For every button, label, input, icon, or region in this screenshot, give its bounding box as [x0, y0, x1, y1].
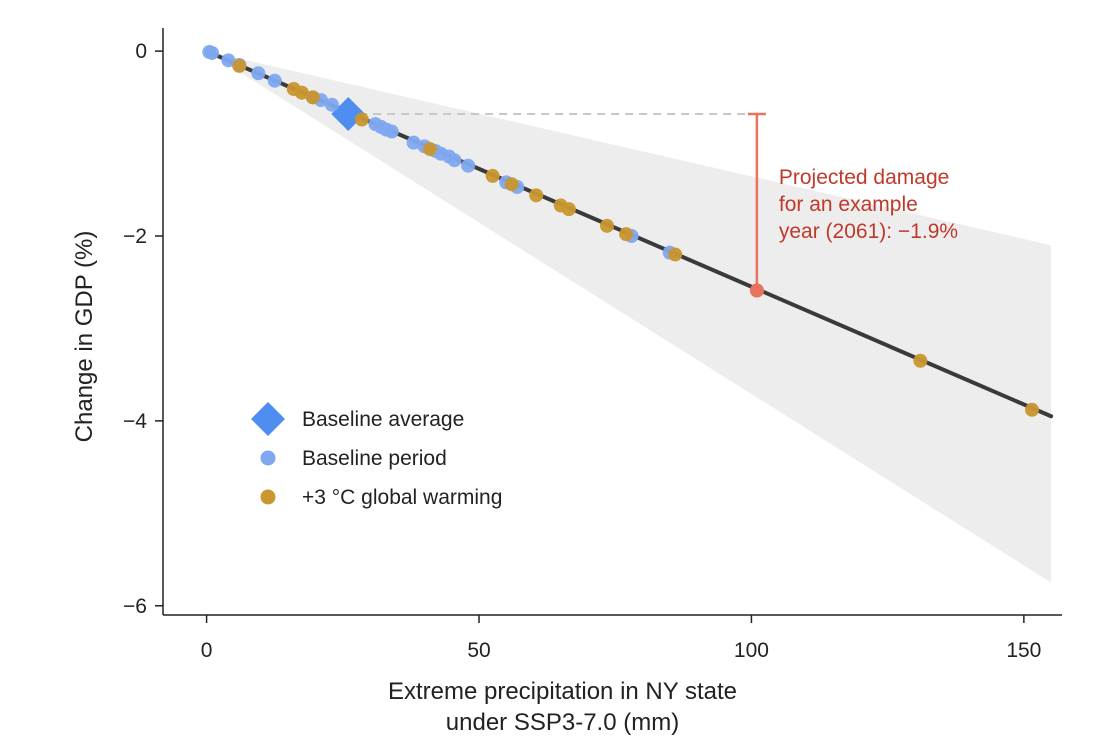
legend-item: Baseline average: [251, 402, 464, 436]
baseline-period-point: [251, 66, 266, 81]
x-tick-label: 0: [201, 639, 213, 662]
y-tick-label: −2: [123, 225, 147, 248]
baseline-period-point: [221, 53, 236, 68]
legend: Baseline average Baseline period +3 °C glo…: [251, 402, 502, 509]
x-axis-title: under SSP3-7.0 (mm): [446, 709, 679, 736]
y-tick-label: 0: [135, 40, 147, 63]
warming-point: [305, 90, 320, 105]
x-axis-title: Extreme precipitation in NY state: [388, 678, 737, 705]
baseline-period-point: [406, 135, 421, 150]
warming-point: [504, 177, 519, 192]
warming-point: [913, 353, 928, 368]
baseline-period-point: [205, 45, 220, 60]
warming-point: [422, 142, 437, 157]
baseline-period-point: [324, 97, 339, 112]
baseline-period-point: [461, 158, 476, 173]
legend-label: +3 °C global warming: [302, 486, 502, 509]
y-axis-title: Change in GDP (%): [71, 231, 98, 443]
warming-point: [294, 85, 309, 100]
warming-point: [600, 218, 615, 233]
annotation-text-line: year (2061): −1.9%: [779, 220, 958, 243]
y-tick-label: −6: [123, 595, 147, 618]
confidence-band: [206, 51, 1052, 583]
annotation-text-line: for an example: [779, 193, 918, 216]
warming-point: [232, 58, 247, 73]
legend-diamond-marker: [251, 402, 285, 436]
legend-circle-marker: [260, 489, 276, 505]
legend-circle-marker: [260, 450, 276, 466]
x-tick-label: 100: [734, 639, 769, 662]
data-points-layer: [202, 45, 1040, 417]
annotation-layer: Projected damage for an example year (2061…: [359, 112, 958, 291]
confidence-band-layer: [206, 51, 1052, 583]
x-tick-label: 50: [467, 639, 490, 662]
axes-layer: 0 −2 −4 −6 0 50 100 150 Extreme precipitation in…: [71, 28, 1062, 736]
baseline-period-point: [447, 153, 462, 168]
legend-item: +3 °C global warming: [260, 486, 502, 509]
baseline-period-point: [384, 124, 399, 139]
legend-item: Baseline period: [260, 447, 447, 470]
series-1: [202, 45, 677, 260]
x-tick-label: 150: [1006, 639, 1041, 662]
baseline-period-point: [267, 73, 282, 88]
warming-point: [354, 112, 369, 127]
warming-point: [529, 188, 544, 203]
warming-point: [485, 168, 500, 183]
warming-point: [1025, 402, 1040, 417]
warming-point: [561, 202, 576, 217]
warming-point: [619, 227, 634, 242]
warming-point: [668, 247, 683, 262]
annotation-text-line: Projected damage: [779, 166, 949, 189]
legend-label: Baseline average: [302, 408, 464, 431]
legend-label: Baseline period: [302, 447, 447, 470]
y-tick-label: −4: [123, 410, 147, 433]
example-year-point: [749, 283, 764, 298]
